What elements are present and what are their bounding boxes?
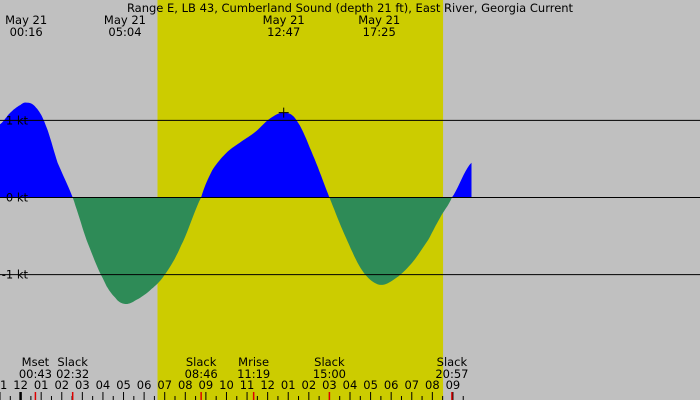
event-time: 11:19 xyxy=(237,367,270,381)
event-name: Slack xyxy=(314,355,345,369)
peak-date-label: May 21 xyxy=(104,13,146,27)
event-time: 08:46 xyxy=(185,367,218,381)
y-tick-label: 0 kt xyxy=(6,191,29,205)
peak-time-label: 12:47 xyxy=(267,25,300,39)
hour-tick-label: 12 xyxy=(260,378,275,392)
hour-tick-label: 05 xyxy=(363,378,378,392)
hour-axis: 11 12 01 02 03 04 05 06 07 08 09 10 11 12 01 02 03 04 05 06… xyxy=(0,378,464,400)
event-time: 20:57 xyxy=(435,367,468,381)
hour-tick-label: 03 xyxy=(322,378,337,392)
event-labels: Mset00:43Slack02:32Slack08:46Mrise11:19S… xyxy=(19,355,469,381)
event-name: Slack xyxy=(437,355,468,369)
chart-title: Range E, LB 43, Cumberland Sound (depth … xyxy=(127,1,574,15)
hour-tick-label: 12 xyxy=(13,378,28,392)
event-name: Mset xyxy=(22,355,50,369)
ebb-area-3 xyxy=(329,197,452,285)
peak-marker xyxy=(278,107,289,118)
hour-tick-label: 11 xyxy=(0,378,7,392)
hour-tick-label: 11 xyxy=(240,378,255,392)
current-gridlines xyxy=(0,119,700,276)
hour-tick-label: 10 xyxy=(219,378,234,392)
hour-tick-label: 09 xyxy=(446,378,461,392)
flood-area-4 xyxy=(451,162,472,198)
peak-time-label: 05:04 xyxy=(108,25,141,39)
hour-tick-label: 02 xyxy=(302,378,317,392)
peak-date-label: May 21 xyxy=(263,13,305,27)
ebb-area-1 xyxy=(72,197,202,304)
y-axis-labels: 1 kt 0 kt -1 kt xyxy=(2,113,29,281)
hour-tick-label: 08 xyxy=(178,378,193,392)
hour-tick-label: 05 xyxy=(116,378,131,392)
flood-area-2 xyxy=(201,112,330,198)
hour-tick-label: 03 xyxy=(75,378,90,392)
hour-tick-label: 09 xyxy=(199,378,214,392)
hour-tick-label: 08 xyxy=(425,378,440,392)
hour-tick-label: 04 xyxy=(96,378,111,392)
peak-date-label: May 21 xyxy=(358,13,400,27)
event-time: 02:32 xyxy=(56,367,89,381)
peak-time-label: 00:16 xyxy=(10,25,43,39)
event-name: Slack xyxy=(186,355,217,369)
hour-tick-label: 06 xyxy=(137,378,152,392)
hour-tick-label: 01 xyxy=(281,378,296,392)
hour-tick-label: 02 xyxy=(54,378,69,392)
event-time: 15:00 xyxy=(313,367,346,381)
y-tick-label: 1 kt xyxy=(6,113,29,127)
peak-time-label: 17:25 xyxy=(363,25,396,39)
flood-area-0 xyxy=(0,102,73,198)
hour-tick-label: 01 xyxy=(34,378,49,392)
y-tick-label: -1 kt xyxy=(2,268,29,282)
hour-tick-label: 07 xyxy=(404,378,419,392)
event-time: 00:43 xyxy=(19,367,52,381)
hour-tick-label: 07 xyxy=(157,378,172,392)
peak-date-label: May 21 xyxy=(5,13,47,27)
hour-tick-label: 04 xyxy=(343,378,358,392)
current-areas xyxy=(0,102,472,304)
event-name: Mrise xyxy=(238,355,269,369)
hour-tick-label: 06 xyxy=(384,378,399,392)
event-name: Slack xyxy=(57,355,88,369)
